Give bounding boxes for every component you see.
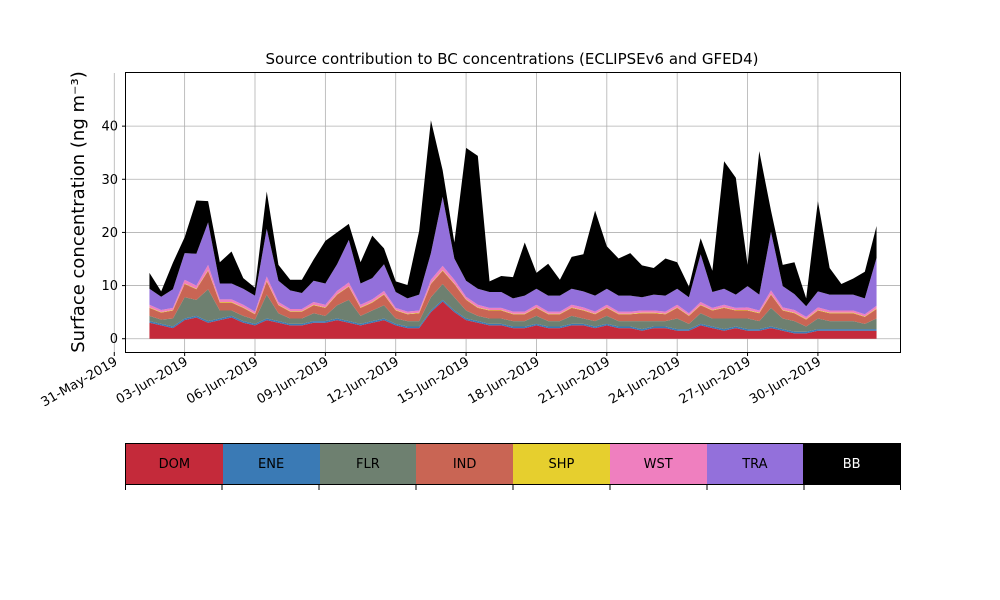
y-axis-label: Surface concentration (ng m⁻³) <box>68 71 89 353</box>
x-tick-label: 12-Jun-2019 <box>325 354 402 407</box>
legend-item-ind: IND <box>416 444 513 484</box>
legend-item-bb: BB <box>803 444 900 484</box>
chart-title: Source contribution to BC concentrations… <box>265 50 758 68</box>
x-tick-label: 15-Jun-2019 <box>395 354 472 407</box>
plot-frame <box>125 72 901 353</box>
x-tick-label: 09-Jun-2019 <box>255 354 332 407</box>
legend-ticks <box>125 485 901 490</box>
legend-item-flr: FLR <box>319 444 417 484</box>
x-axis-ticks: 31-May-201903-Jun-201906-Jun-201909-Jun-… <box>39 352 824 410</box>
y-tick-label: 20 <box>101 226 118 241</box>
x-tick-label: 31-May-2019 <box>39 354 121 410</box>
legend-item-shp: SHP <box>513 444 610 484</box>
y-tick-label: 30 <box>101 173 118 188</box>
x-tick-label: 24-Jun-2019 <box>606 354 683 407</box>
legend-item-dom: DOM <box>126 444 223 484</box>
y-tick-label: 0 <box>110 332 118 347</box>
stacked-areas <box>149 120 877 339</box>
area-series-ene <box>149 299 877 334</box>
area-series-ind <box>149 270 877 327</box>
x-tick-label: 18-Jun-2019 <box>466 354 543 407</box>
y-tick-label: 10 <box>101 279 118 294</box>
area-series-tra <box>149 196 877 317</box>
legend-item-ene: ENE <box>222 444 320 484</box>
legend-item-wst: WST <box>609 444 707 484</box>
area-series-dom <box>149 301 877 339</box>
x-tick-label: 21-Jun-2019 <box>536 354 613 407</box>
x-tick-label: 06-Jun-2019 <box>184 354 261 407</box>
y-axis-ticks: 0 10 20 30 40 <box>101 120 126 347</box>
legend-item-tra: TRA <box>706 444 804 484</box>
x-tick-label: 03-Jun-2019 <box>114 354 191 407</box>
legend: DOM ENE FLR IND SHP WST TRA BB <box>125 443 901 485</box>
x-tick-label: 27-Jun-2019 <box>677 354 754 407</box>
area-series-bb <box>149 120 877 307</box>
y-tick-label: 40 <box>101 120 118 135</box>
x-tick-label: 30-Jun-2019 <box>747 354 824 407</box>
area-series-flr <box>149 283 877 332</box>
